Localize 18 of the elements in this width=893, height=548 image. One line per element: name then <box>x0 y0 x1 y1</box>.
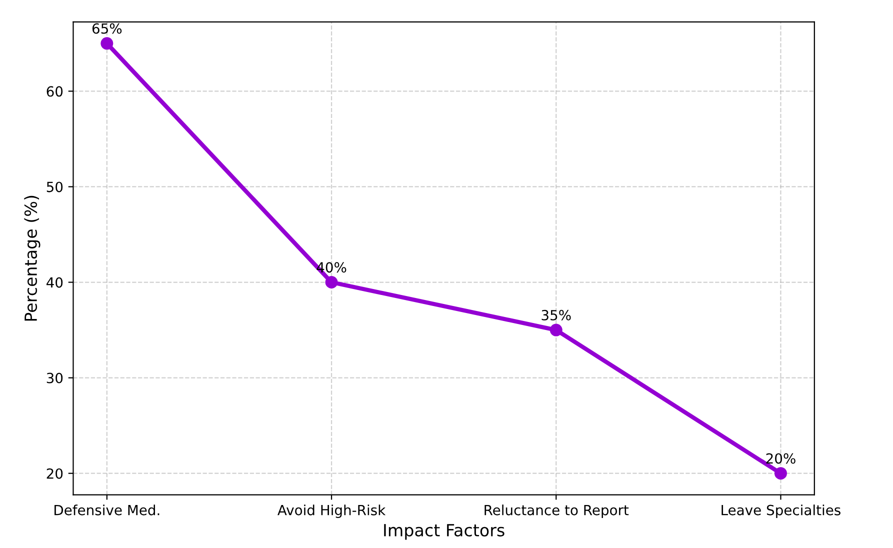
y-axis-title: Percentage (%) <box>24 196 40 321</box>
point <box>550 324 562 336</box>
data-label: 20% <box>766 453 796 464</box>
y-tick-label: 40 <box>46 277 63 288</box>
data-label: 35% <box>542 310 571 320</box>
y-tick-label: 50 <box>46 182 63 192</box>
x-tick-label: Avoid High-Risk <box>278 504 386 518</box>
x-tick-label: Leave Specialties <box>722 504 840 518</box>
point <box>774 467 787 480</box>
y-tick-label: 30 <box>46 372 63 384</box>
data-label: 65% <box>92 23 122 34</box>
point <box>100 37 114 50</box>
point <box>325 276 338 289</box>
x-axis-title: Impact Factors <box>384 524 504 540</box>
x-tick-label: Reluctance to Report <box>484 504 629 518</box>
y-tick-label: 20 <box>46 468 63 479</box>
x-tick-label: Defensive Med. <box>54 504 160 516</box>
y-tick-label: 60 <box>46 86 63 97</box>
